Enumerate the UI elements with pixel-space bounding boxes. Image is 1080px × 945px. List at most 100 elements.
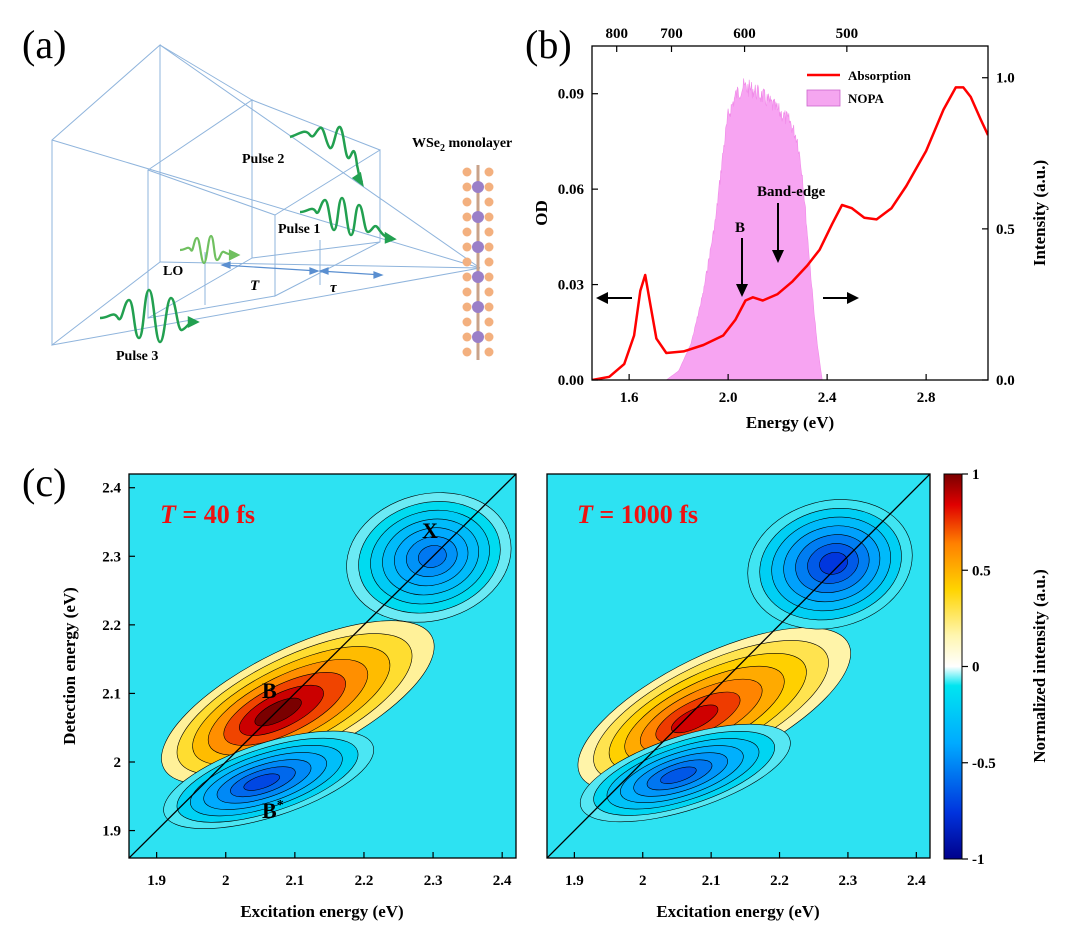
y-tick-label-right-b: 0.5 (996, 222, 1015, 238)
x-tick-label-c: 1.9 (147, 873, 166, 889)
x-tick-label-c: 2.2 (770, 873, 789, 889)
selenium-atom (484, 197, 494, 207)
y-axis-title-left-b: OD (532, 200, 551, 226)
lo-label: LO (163, 264, 183, 279)
y-tick-label-c: 1.9 (102, 824, 121, 840)
selenium-atom (462, 182, 472, 192)
top-tick-label-b: 600 (733, 26, 756, 42)
selenium-atom (462, 197, 472, 207)
contour-level (671, 704, 719, 734)
y-tick-label-right-b: 0.0 (996, 373, 1015, 389)
x-tick-label-b: 1.6 (620, 390, 639, 406)
y-tick-label-c: 2.4 (102, 481, 121, 497)
plot-frame-c-right (546, 473, 931, 859)
selenium-atom (484, 167, 494, 177)
y-tick-label-b: 0.06 (558, 182, 585, 198)
annotation-band-edge: Band-edge (757, 184, 826, 200)
pulse-3-wave (99, 288, 200, 344)
pulse-2-wave (289, 125, 364, 187)
legend-nopa-swatch (806, 89, 841, 107)
top-tick-label-b: 500 (836, 26, 859, 42)
panel-b: (b) 1.6 2.0 2.4 2.80.000.030.060.090.00.51.… (525, 22, 1049, 432)
selenium-atom (484, 212, 494, 222)
selenium-atom (484, 347, 494, 357)
plot-frame-b (591, 45, 989, 381)
selenium-atom (462, 287, 472, 297)
selenium-atom (462, 317, 472, 327)
colorbar-tick-label: -0.5 (972, 756, 996, 772)
selenium-atom (462, 257, 472, 267)
x-axis-title-b: Energy (eV) (746, 413, 834, 432)
beam-geometry (51, 43, 481, 347)
x-tick-label-c: 2.3 (839, 873, 858, 889)
colorbar-ticks: 1 0.5 0 -0.5 -1 (962, 467, 996, 868)
selenium-atom (484, 242, 494, 252)
x-tick-label-b: 2.0 (719, 390, 738, 406)
y-axis-title-right-b: Intensity (a.u.) (1030, 160, 1049, 266)
y-tick-label-b: 0.09 (558, 87, 584, 103)
diagonal-line (547, 474, 930, 858)
colorbar-title: Normalized intensity (a.u.) (1030, 569, 1049, 763)
y-tick-label-b: 0.03 (558, 278, 584, 294)
tungsten-atom (472, 301, 484, 313)
nopa-spectrum-layer (665, 78, 823, 380)
selenium-atom (462, 242, 472, 252)
delay-tau-label: τ (330, 280, 338, 296)
colorbar (943, 473, 963, 860)
panel-c-label: (c) (22, 460, 66, 505)
tungsten-atom (472, 331, 484, 343)
selenium-atom (462, 227, 472, 237)
y-tick-label-c: 2.2 (102, 618, 121, 634)
selenium-atom (484, 287, 494, 297)
left-axis-arrowhead (596, 292, 608, 304)
selenium-atom (484, 302, 494, 312)
axes-b: 1.6 2.0 2.4 2.8 0.00 0.03 0.06 0.09 0.0 0.5 1.0 800… (558, 26, 1015, 406)
top-tick-label-b: 800 (605, 26, 628, 42)
tungsten-atom (472, 181, 484, 193)
pulse-1-wave (299, 196, 397, 244)
selenium-atom (484, 272, 494, 282)
x-tick-label-c: 2.1 (285, 873, 304, 889)
y-tick-label-c: 2.3 (102, 549, 121, 565)
plot-frame-c-left (128, 473, 517, 859)
delay-arrows (220, 261, 384, 279)
x-tick-label-c: 2 (639, 873, 647, 889)
absorption-curve-layer (592, 86, 988, 380)
selenium-atom (462, 272, 472, 282)
top-tick-label-b: 700 (660, 26, 683, 42)
y-tick-label-b: 0.00 (558, 373, 584, 389)
x-tick-label-c: 2.4 (493, 873, 512, 889)
contour-level (254, 697, 302, 727)
selenium-atom (484, 257, 494, 267)
legend-nopa-label: NOPA (848, 91, 884, 106)
selenium-atom (462, 302, 472, 312)
right-axis-arrowhead (847, 292, 859, 304)
absorption-line (592, 86, 988, 380)
diagonal-line (129, 474, 516, 858)
y-tick-label-c: 2.1 (102, 686, 121, 702)
arrowhead-b (736, 284, 748, 297)
sample-label: WSe2 monolayer (412, 136, 512, 154)
x-tick-label-c: 2.1 (702, 873, 721, 889)
colorbar-tick-label: 1 (972, 467, 980, 483)
peak-label-x: X (422, 518, 438, 543)
contour-level (819, 551, 848, 575)
selenium-atom (462, 212, 472, 222)
selenium-atom (462, 332, 472, 342)
tungsten-atom (472, 211, 484, 223)
selenium-atom (484, 317, 494, 327)
x-tick-label-b: 2.8 (917, 390, 936, 406)
pulse-3-label: Pulse 3 (116, 349, 158, 364)
y-tick-label-c: 2 (114, 755, 122, 771)
x-axis-title-c-left: Excitation energy (eV) (240, 902, 403, 921)
colorbar-tick-label: 0.5 (972, 563, 991, 579)
x-tick-label-c: 2.3 (424, 873, 443, 889)
selenium-atom (484, 332, 494, 342)
nopa-spectrum-area (665, 78, 823, 380)
peak-label-bstar: B* (262, 798, 284, 823)
panel-a: (a) T τ (22, 22, 512, 364)
pulse-2-label: Pulse 2 (242, 152, 284, 167)
panel-c: (c) 1.9 2 2.1 2.2 2.3 2.4 1.9 2 2.1 2.2 2.3 2.4 1.9 2… (22, 460, 1049, 921)
x-tick-label-c: 2.4 (907, 873, 926, 889)
